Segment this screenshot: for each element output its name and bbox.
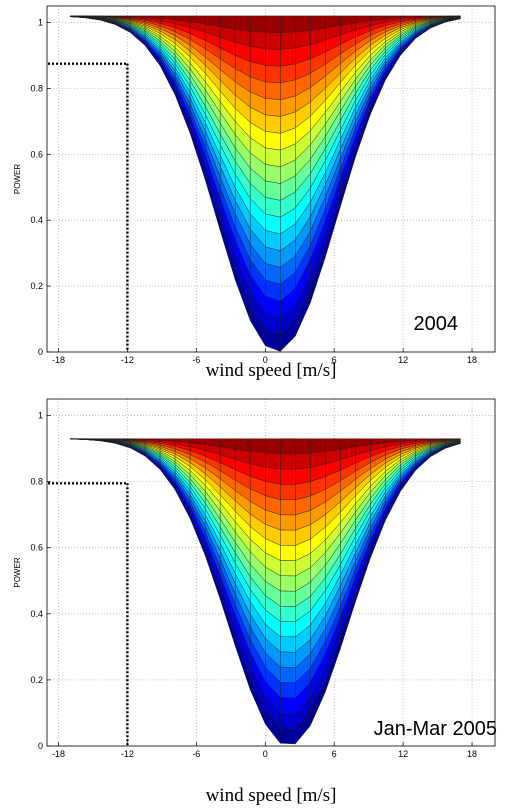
chart-panel-2004: -18 -12 -6 0 6 12 18 0 0.2 0.4 0.6 0.8 1 POWER wind … [13,5,496,381]
x-tick-label: 6 [332,355,337,365]
surface-cell [280,63,296,84]
surface-cell [280,727,296,745]
surface-cell [265,98,281,117]
surface-plot [69,15,461,352]
y-tick-label: 0 [38,347,43,357]
surface-cell [280,682,296,699]
y-tick-label: 0.2 [30,281,43,291]
surface-cell [265,164,281,184]
surface-cell [280,545,296,561]
y-tick-label: 0.4 [30,609,43,619]
surface-cell [310,15,326,31]
surface-cell [280,651,296,668]
surface-cell [280,514,296,531]
y-tick-label: 0 [38,741,43,751]
x-tick-label: -12 [121,749,134,759]
x-tick-label: -18 [52,749,65,759]
surface-plot [69,438,461,745]
surface-cell [249,30,266,50]
marker-lines [48,62,129,351]
surface-cell [280,438,296,455]
y-tick-label: 0.8 [30,477,43,487]
surface-cell [280,468,296,485]
x-tick-label: -18 [52,355,65,365]
surface-cell [249,438,266,454]
y-axis-label: POWER [13,557,22,587]
axes-box [46,5,496,353]
surface-cell [280,560,296,577]
axes-box [46,398,496,747]
x-tick-label: 18 [467,749,477,759]
x-tick-label: 12 [398,355,408,365]
surface-cell [265,452,281,470]
surface-cell [280,575,296,592]
x-tick-label: -6 [192,355,200,365]
surface-cell [280,529,296,546]
surface-cell [280,621,296,638]
surface-cell [280,484,296,500]
y-axis-label: POWER [13,164,22,194]
y-tick-label: 0.6 [30,543,43,553]
surface-cell [280,15,296,33]
surface-cell [265,48,281,67]
x-tick-label: -6 [192,749,200,759]
x-tick-label: 18 [467,355,477,365]
y-tick-label: 0.6 [30,149,43,159]
y-tick-label: 1 [38,17,43,27]
tick-labels: -18 -12 -6 0 6 12 18 0 0.2 0.4 0.6 0.8 1 [30,17,477,365]
surface-cell [445,442,461,449]
surface-cell [280,590,296,607]
chart-panel-jan-mar-2005: -18 -12 -6 0 6 12 18 0 0.2 0.4 0.6 0.8 1 POWER wind … [13,398,497,806]
surface-cell [280,605,296,623]
surface-cell [295,15,311,33]
x-tick-label: 0 [263,355,268,365]
surface-cell [265,81,281,101]
surface-cell [249,15,266,33]
year-annotation: 2004 [414,313,459,335]
surface-cell [265,65,281,84]
x-axis-label: wind speed [m/s] [206,360,337,381]
surface-cell [280,47,296,67]
surface-cell [280,453,296,470]
y-tick-label: 1 [38,411,43,421]
surface-cell [265,114,281,134]
period-annotation: Jan-Mar 2005 [374,718,497,740]
surface-cell [280,697,296,714]
surface-cell [265,180,281,201]
y-tick-label: 0.8 [30,83,43,93]
x-tick-label: 0 [263,749,268,759]
surface-cell [280,636,296,653]
tick-labels: -18 -12 -6 0 6 12 18 0 0.2 0.4 0.6 0.8 1 [30,411,477,759]
y-tick-label: 0.4 [30,215,43,225]
surface-cell [265,438,281,455]
x-tick-label: 6 [332,749,337,759]
surface-cell [280,31,296,50]
surface-cell [295,438,311,455]
surface-cell [295,467,311,485]
y-tick-label: 0.2 [30,675,43,685]
surface-cell [280,712,296,729]
surface-cell [265,32,281,50]
surface-cell [234,15,251,32]
surface-cell [265,15,281,33]
marker-lines [48,482,129,745]
surface-cell [445,18,461,23]
surface-cell [265,147,281,168]
surface-cell [280,499,296,516]
surface-cell [265,131,281,151]
x-axis-label: wind speed [m/s] [206,785,337,806]
x-tick-label: 12 [398,749,408,759]
x-tick-label: -12 [121,355,134,365]
surface-cell [310,438,326,454]
surface-cell [295,452,311,470]
surface-cell [280,666,296,684]
